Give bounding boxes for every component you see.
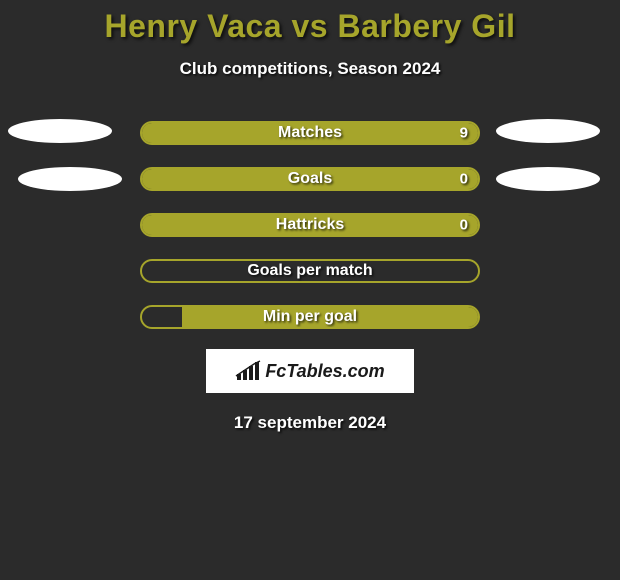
stat-row-hattricks: Hattricks 0 (0, 213, 620, 237)
stat-value: 0 (460, 217, 468, 234)
stat-bar: Hattricks 0 (140, 213, 480, 237)
player-left-marker (18, 167, 122, 191)
player-right-marker (496, 119, 600, 143)
bar-chart-icon (235, 360, 261, 382)
stat-rows: Matches 9 Goals 0 Hattricks 0 (0, 121, 620, 329)
player-left-marker (8, 119, 112, 143)
player-right-marker (496, 167, 600, 191)
stat-label: Goals (288, 170, 332, 188)
stat-row-min-per-goal: Min per goal (0, 305, 620, 329)
stat-bar: Goals 0 (140, 167, 480, 191)
stat-bar: Goals per match (140, 259, 480, 283)
logo-inner: FcTables.com (235, 360, 384, 382)
page-subtitle: Club competitions, Season 2024 (0, 59, 620, 79)
date-text: 17 september 2024 (0, 413, 620, 433)
stat-value: 9 (460, 125, 468, 142)
comparison-infographic: Henry Vaca vs Barbery Gil Club competiti… (0, 0, 620, 433)
stat-row-goals: Goals 0 (0, 167, 620, 191)
stat-bar: Min per goal (140, 305, 480, 329)
stat-label: Min per goal (263, 308, 357, 326)
stat-value: 0 (460, 171, 468, 188)
page-title: Henry Vaca vs Barbery Gil (0, 8, 620, 45)
stat-row-matches: Matches 9 (0, 121, 620, 145)
stat-label: Goals per match (247, 262, 372, 280)
stat-label: Matches (278, 124, 342, 142)
logo-text: FcTables.com (265, 361, 384, 382)
stat-bar: Matches 9 (140, 121, 480, 145)
stat-row-goals-per-match: Goals per match (0, 259, 620, 283)
source-logo: FcTables.com (206, 349, 414, 393)
stat-label: Hattricks (276, 216, 344, 234)
